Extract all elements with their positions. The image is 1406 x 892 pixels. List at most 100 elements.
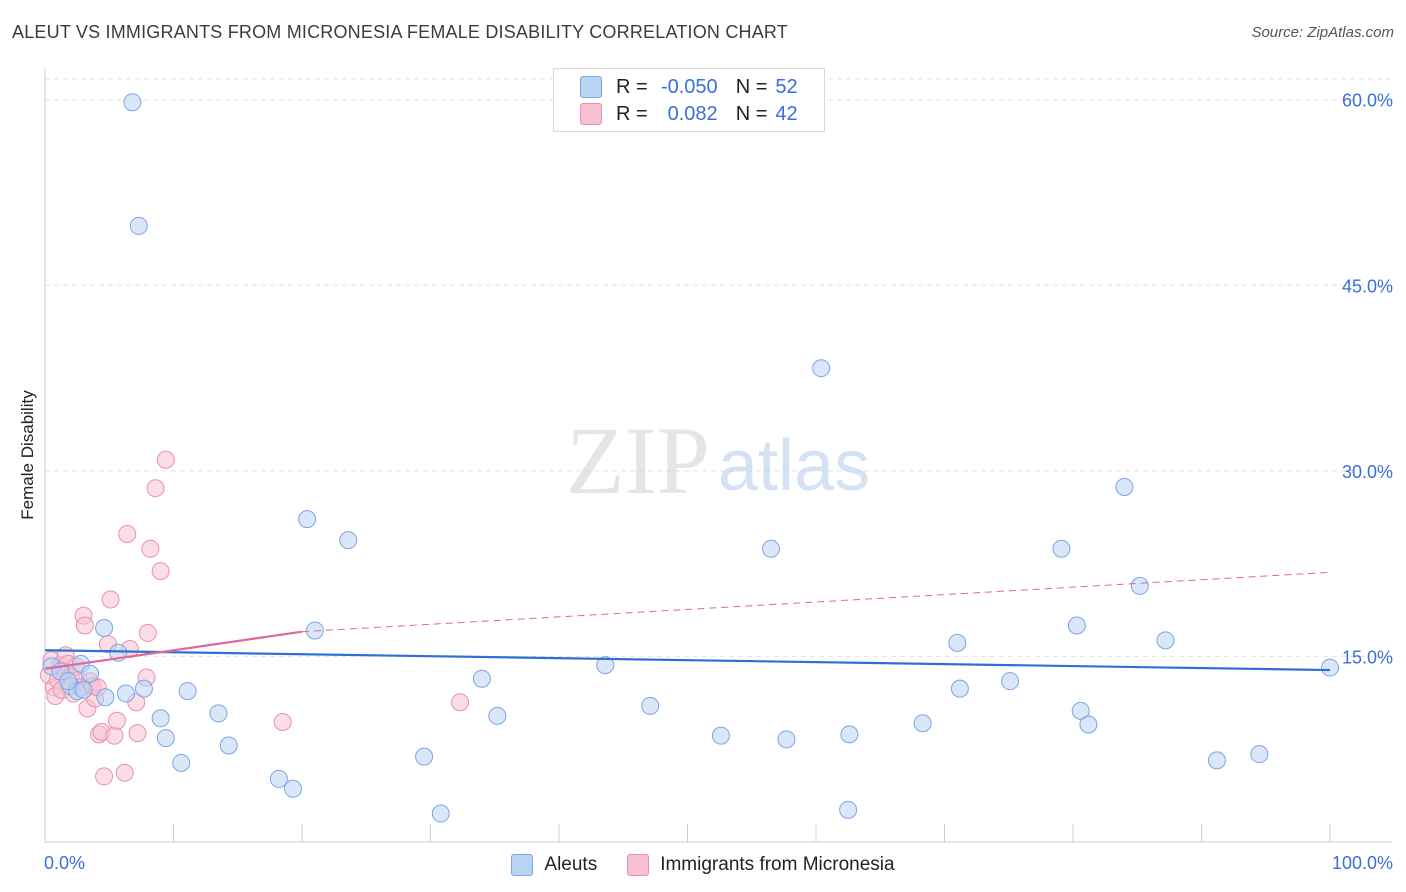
data-point-micronesia: [141, 539, 160, 558]
aleuts-swatch: [580, 76, 602, 98]
data-point-aleuts: [1052, 539, 1071, 558]
n-label: N =: [735, 102, 768, 125]
stats-row-micronesia: R = 0.082 N = 42: [580, 102, 798, 126]
data-point-aleuts: [812, 359, 831, 378]
data-point-aleuts: [151, 709, 170, 728]
r-value: 0.082: [667, 102, 718, 125]
stats-row-aleuts: R = -0.050 N = 52: [580, 75, 798, 99]
data-point-aleuts: [59, 672, 78, 691]
y-tick-label: 30.0%: [1342, 462, 1393, 482]
trend-lines: [44, 571, 1331, 672]
data-point-aleuts: [1321, 658, 1339, 677]
data-point-aleuts: [178, 682, 197, 701]
data-point-aleuts: [269, 769, 288, 788]
legend-label-micronesia: Immigrants from Micronesia: [660, 854, 895, 875]
data-point-aleuts: [641, 696, 660, 715]
stats-legend: R = -0.050 N = 52 R = 0.082 N = 42: [553, 68, 825, 132]
n-value: 52: [775, 75, 798, 98]
legend-item-aleuts[interactable]: Aleuts: [511, 854, 597, 876]
data-point-aleuts: [1001, 672, 1020, 691]
grid-lines: [45, 78, 1392, 657]
r-value: -0.050: [660, 75, 718, 98]
n-label: N =: [735, 75, 768, 98]
data-point-micronesia: [451, 693, 470, 712]
data-point-aleuts: [1250, 745, 1269, 764]
data-point-aleuts: [129, 216, 148, 235]
data-point-aleuts: [96, 688, 115, 707]
data-point-aleuts: [488, 706, 507, 725]
axes: [44, 68, 1392, 843]
data-point-micronesia: [105, 726, 124, 745]
legend-label-aleuts: Aleuts: [544, 854, 598, 875]
data-point-aleuts: [1067, 616, 1086, 635]
r-label: R =: [616, 102, 648, 125]
y-tick-label: 60.0%: [1342, 91, 1393, 111]
data-point-micronesia: [107, 711, 126, 730]
data-point-micronesia: [75, 616, 94, 635]
data-point-micronesia: [95, 767, 114, 786]
micronesia-swatch: [580, 103, 602, 125]
data-point-micronesia: [151, 562, 170, 581]
trend-line-micronesia-extension: [301, 571, 1331, 633]
data-point-aleuts: [1071, 701, 1090, 720]
r-label: R =: [616, 75, 648, 98]
data-point-micronesia: [138, 623, 157, 642]
y-tick-label: 45.0%: [1342, 276, 1393, 296]
series-legend: Aleuts Immigrants from Micronesia: [0, 852, 1406, 878]
data-point-aleuts: [777, 730, 796, 749]
watermark-atlas: atlas: [718, 426, 870, 506]
data-point-micronesia: [146, 479, 165, 498]
data-point-aleuts: [431, 804, 450, 823]
data-point-aleuts: [1130, 576, 1149, 595]
data-point-aleuts: [472, 669, 491, 688]
data-point-aleuts: [339, 531, 358, 550]
data-point-aleuts: [80, 664, 99, 683]
data-point-aleuts: [74, 680, 93, 699]
data-point-aleuts: [948, 633, 967, 652]
data-point-aleuts: [839, 800, 858, 819]
series-micronesia-points: [39, 450, 470, 786]
data-point-micronesia: [156, 450, 175, 469]
y-tick-label: 15.0%: [1342, 647, 1393, 667]
data-point-aleuts: [1207, 751, 1226, 770]
n-value: 42: [775, 102, 798, 125]
data-point-aleuts: [298, 510, 317, 529]
series-aleuts-points: [42, 93, 1339, 823]
x-tick-label: 0.0%: [44, 853, 85, 873]
data-point-micronesia: [118, 524, 137, 543]
data-point-aleuts: [596, 656, 615, 675]
data-point-aleuts: [1115, 477, 1134, 496]
chart-title: ALEUT VS IMMIGRANTS FROM MICRONESIA FEMA…: [12, 22, 788, 42]
data-point-aleuts: [134, 679, 153, 698]
data-point-aleuts: [209, 704, 228, 723]
data-point-micronesia: [128, 724, 147, 743]
trend-line-micronesia: [44, 630, 303, 670]
data-point-aleuts: [284, 779, 303, 798]
data-point-micronesia: [101, 590, 120, 609]
data-point-aleuts: [116, 684, 135, 703]
data-point-aleuts: [1156, 631, 1175, 650]
data-point-aleuts: [1079, 715, 1098, 734]
data-point-aleuts: [950, 679, 969, 698]
trend-line-aleuts: [44, 649, 1331, 672]
data-point-aleuts: [123, 93, 142, 112]
watermark-zip: ZIP: [566, 407, 710, 514]
data-point-aleuts: [172, 753, 191, 772]
micronesia-swatch: [627, 854, 650, 876]
data-point-aleuts: [913, 714, 932, 733]
data-point-aleuts: [711, 726, 730, 745]
data-point-aleuts: [840, 725, 859, 744]
data-point-micronesia: [273, 713, 292, 732]
data-point-aleuts: [95, 618, 114, 637]
legend-item-micronesia[interactable]: Immigrants from Micronesia: [627, 854, 895, 876]
x-tick-label: 100.0%: [1332, 853, 1393, 873]
data-point-aleuts: [762, 539, 781, 558]
aleuts-swatch: [511, 854, 534, 876]
data-point-aleuts: [156, 729, 175, 748]
data-point-aleuts: [415, 747, 434, 766]
data-point-aleuts: [219, 736, 238, 755]
source-label: Source: ZipAtlas.com: [1251, 24, 1394, 41]
tick-labels: 15.0% 30.0% 45.0% 60.0% 0.0% 100.0%: [44, 91, 1393, 873]
data-point-micronesia: [115, 763, 134, 782]
